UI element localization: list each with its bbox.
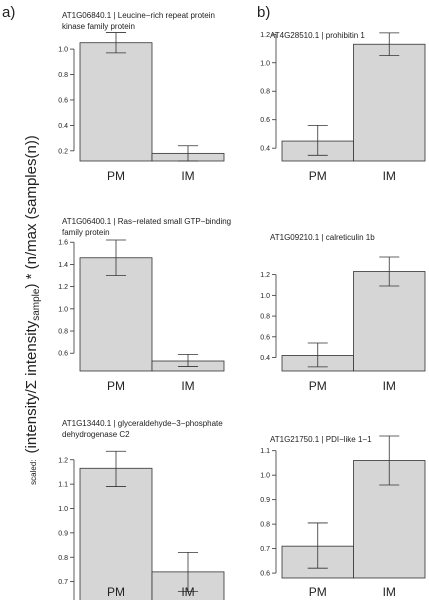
y-tick-label: 1.0 xyxy=(58,506,68,513)
bar-im xyxy=(353,271,426,372)
y-tick-label: 0.9 xyxy=(58,530,68,537)
bar-pm xyxy=(79,42,153,162)
y-tick-label: 0.7 xyxy=(58,579,68,586)
charts-container: AT1G06840.1 | Leucine−rich repeat protei… xyxy=(58,11,426,605)
category-label-pm: PM xyxy=(309,379,327,393)
y-tick-label: 1.4 xyxy=(58,262,68,269)
y-tick-label: 1.0 xyxy=(58,306,68,313)
chart-5: AT1G13440.1 | glyceraldehyde−3−phosphate… xyxy=(58,419,225,605)
category-label-pm: PM xyxy=(107,379,125,393)
chart-title-line: AT1G06840.1 | Leucine−rich repeat protei… xyxy=(62,11,215,20)
y-axis-label-text: scaled: (intensity/Σ intensitysample) * (… xyxy=(23,135,42,485)
y-axis-label-sub: sample xyxy=(31,288,42,321)
category-label-pm: PM xyxy=(107,585,125,599)
panel-label-a: a) xyxy=(2,4,15,21)
y-tick-label: 0.4 xyxy=(260,355,270,362)
bar-pm xyxy=(79,257,153,372)
y-tick-label: 1.1 xyxy=(260,448,270,455)
category-label-im: IM xyxy=(181,585,194,599)
chart-title-line: kinase family protein xyxy=(62,22,135,31)
category-label-pm: PM xyxy=(107,169,125,183)
chart-title-line: AT1G21750.1 | PDI−like 1−1 xyxy=(270,435,372,444)
y-tick-label: 0.6 xyxy=(260,571,270,578)
chart-title-line: AT1G09210.1 | calreticulin 1b xyxy=(270,233,375,242)
y-tick-label: 0.2 xyxy=(58,148,68,155)
y-tick-label: 1.2 xyxy=(58,457,68,464)
y-tick-label: 0.6 xyxy=(260,334,270,341)
y-tick-label: 1.1 xyxy=(58,482,68,489)
category-label-im: IM xyxy=(383,379,396,393)
category-label-im: IM xyxy=(383,585,396,599)
chart-4: AT1G09210.1 | calreticulin 1b 0.4 0.6 0.8 1.… xyxy=(260,233,426,393)
y-tick-label: 0.6 xyxy=(58,351,68,358)
chart-title-line: AT1G13440.1 | glyceraldehyde−3−phosphate xyxy=(62,419,223,428)
y-tick-label: 0.6 xyxy=(58,97,68,104)
y-tick-label: 0.8 xyxy=(58,72,68,79)
y-tick-label: 1.2 xyxy=(260,32,270,39)
category-label-im: IM xyxy=(181,379,194,393)
y-tick-label: 0.9 xyxy=(260,497,270,504)
category-label-im: IM xyxy=(383,169,396,183)
y-tick-label: 0.6 xyxy=(260,117,270,124)
bar-pm xyxy=(79,467,153,605)
y-tick-label: 1.2 xyxy=(260,272,270,279)
y-tick-label: 1.0 xyxy=(260,60,270,67)
y-tick-label: 0.8 xyxy=(260,522,270,529)
y-tick-label: 1.2 xyxy=(58,284,68,291)
y-tick-label: 0.8 xyxy=(260,314,270,321)
chart-3: AT1G06400.1 | Ras−related small GTP−bind… xyxy=(58,217,231,393)
y-tick-label: 0.8 xyxy=(58,329,68,336)
y-tick-label: 0.4 xyxy=(260,146,270,153)
chart-title-line: family protein xyxy=(62,228,110,237)
y-tick-label: 1.0 xyxy=(58,47,68,54)
y-axis-label-rest: ) * (n/max (samples(n)) xyxy=(23,135,40,288)
y-tick-label: 1.0 xyxy=(260,473,270,480)
y-axis-label-main: (intensity/Σ intensity xyxy=(23,320,40,453)
chart-1: AT1G06840.1 | Leucine−rich repeat protei… xyxy=(58,11,225,183)
y-tick-label: 0.4 xyxy=(58,123,68,130)
y-tick-label: 0.7 xyxy=(260,546,270,553)
bar-im xyxy=(353,43,426,162)
category-label-im: IM xyxy=(181,169,194,183)
chart-title-line: AT4G28510.1 | prohibitin 1 xyxy=(270,31,365,40)
category-label-pm: PM xyxy=(309,585,327,599)
category-label-pm: PM xyxy=(309,169,327,183)
y-axis-label: scaled: (intensity/Σ intensitysample) * (… xyxy=(23,135,42,485)
chart-title-line: AT1G06400.1 | Ras−related small GTP−bind… xyxy=(62,217,231,226)
chart-title-line: dehydrogenase C2 xyxy=(62,430,130,439)
chart-2: AT4G28510.1 | prohibitin 1 0.4 0.6 0.8 1.0 1.… xyxy=(260,31,426,183)
y-axis-label-prefix: scaled: xyxy=(29,459,38,484)
y-tick-label: 1.0 xyxy=(260,293,270,300)
panel-label-b: b) xyxy=(257,4,270,21)
chart-6: AT1G21750.1 | PDI−like 1−1 0.6 0.7 0.8 0.9 1.… xyxy=(260,435,426,599)
y-tick-label: 0.8 xyxy=(58,555,68,562)
y-tick-label: 0.8 xyxy=(260,89,270,96)
y-tick-label: 1.6 xyxy=(58,240,68,247)
